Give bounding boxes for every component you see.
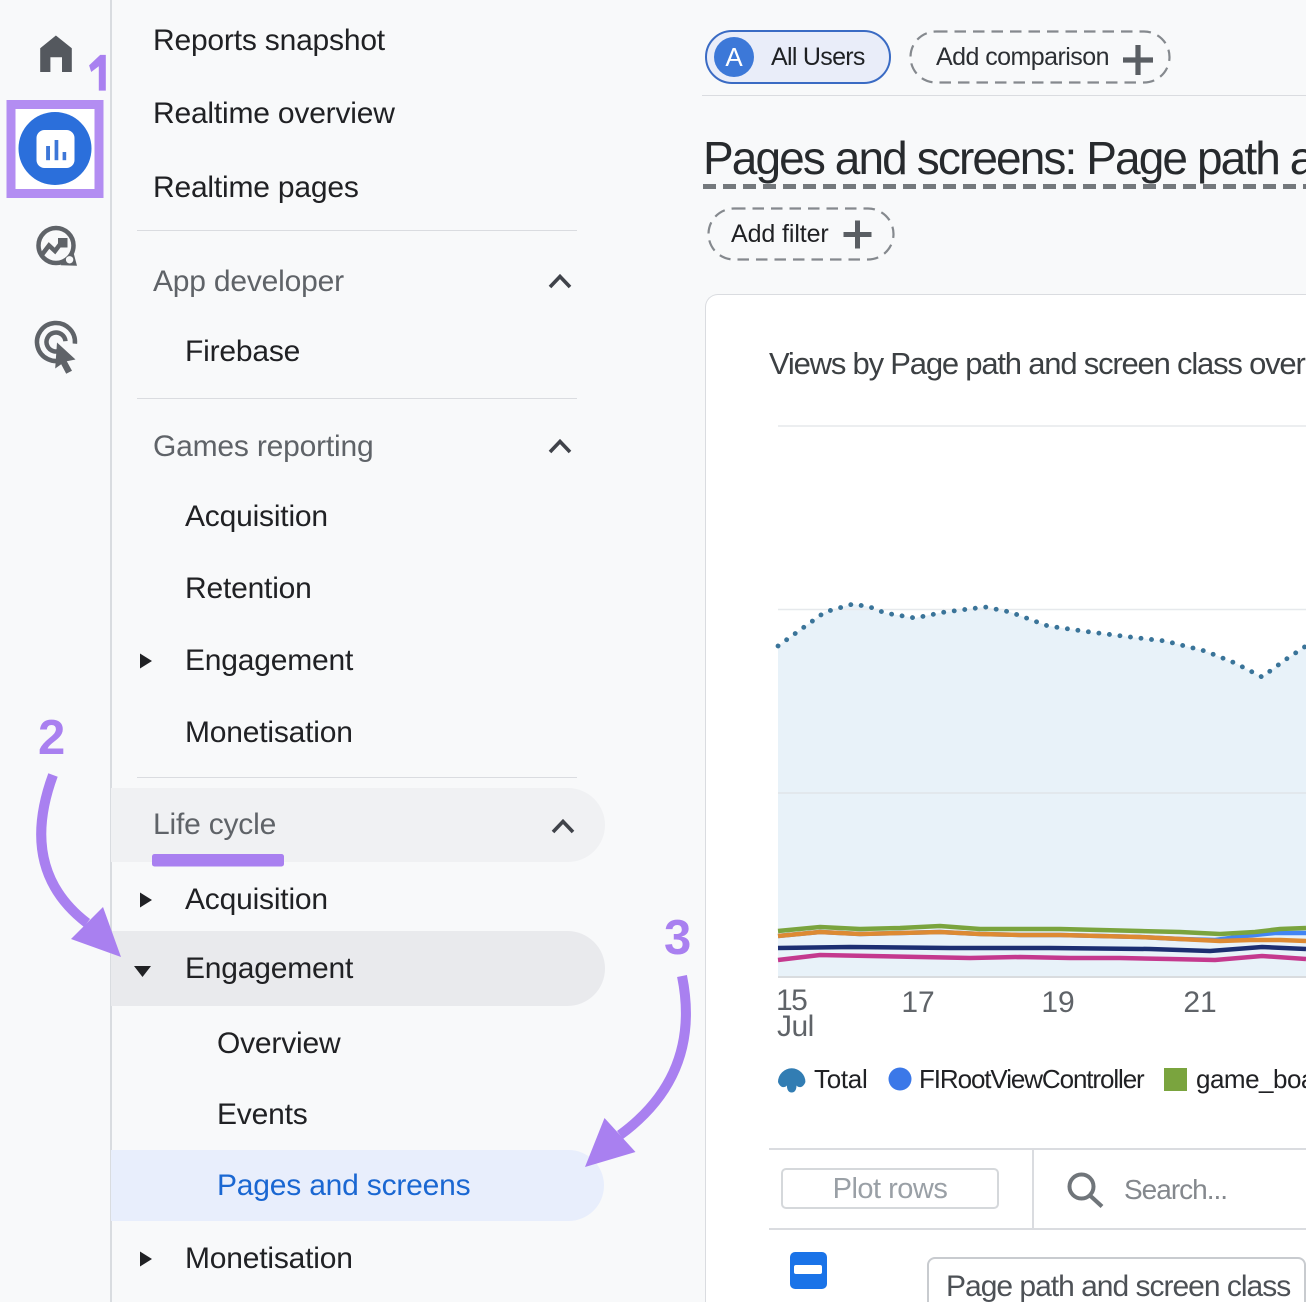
- svg-text:3: 3: [664, 911, 691, 965]
- svg-text:2: 2: [38, 711, 65, 765]
